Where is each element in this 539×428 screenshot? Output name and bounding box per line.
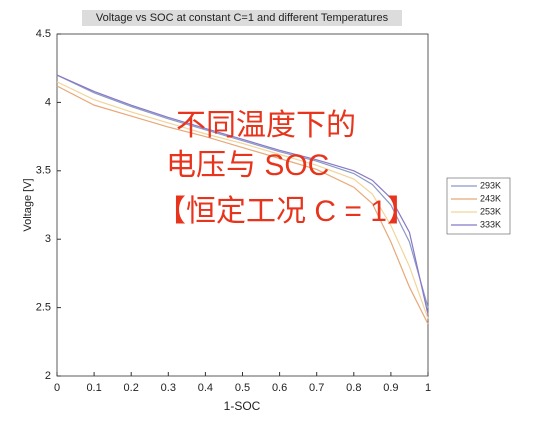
annotation: 电压与 SOC (166, 149, 329, 182)
series-line (56, 74, 429, 315)
title-bg (82, 10, 402, 26)
chart-title: Voltage vs SOC at constant C=1 and diffe… (96, 12, 389, 24)
series-line (56, 74, 429, 308)
legend-label: 243K (480, 193, 501, 203)
y-tick-label: 2 (45, 370, 51, 382)
y-tick-label: 4 (45, 96, 51, 108)
x-tick-label: 0.3 (161, 382, 176, 394)
x-tick-label: 0.4 (198, 382, 213, 394)
x-tick-label: 0.6 (272, 382, 287, 394)
y-tick-label: 3.5 (36, 165, 51, 177)
y-tick-label: 2.5 (36, 302, 51, 314)
legend-label: 293K (480, 180, 501, 190)
x-tick-label: 0.5 (235, 382, 250, 394)
legend-label: 333K (480, 219, 501, 229)
x-tick-label: 1 (425, 382, 431, 394)
x-tick-label: 0.8 (346, 382, 361, 394)
y-tick-label: 4.5 (36, 28, 51, 40)
plot-frame (56, 33, 429, 377)
x-tick-label: 0 (54, 382, 60, 394)
x-axis-label: 1-SOC (224, 399, 261, 413)
x-tick-label: 0.7 (309, 382, 324, 394)
y-axis-label: Voltage [V] (22, 178, 34, 231)
y-tick-label: 3 (45, 233, 51, 245)
x-tick-label: 0.1 (86, 382, 101, 394)
series-line (56, 81, 429, 319)
x-tick-label: 0.2 (124, 382, 139, 394)
annotation: 不同温度下的 (176, 109, 356, 142)
legend-label: 253K (480, 206, 501, 216)
series-line (56, 85, 429, 325)
annotation: 【恒定工况 C = 1】 (156, 195, 417, 228)
legend-box (446, 177, 511, 235)
x-tick-label: 0.9 (383, 382, 398, 394)
